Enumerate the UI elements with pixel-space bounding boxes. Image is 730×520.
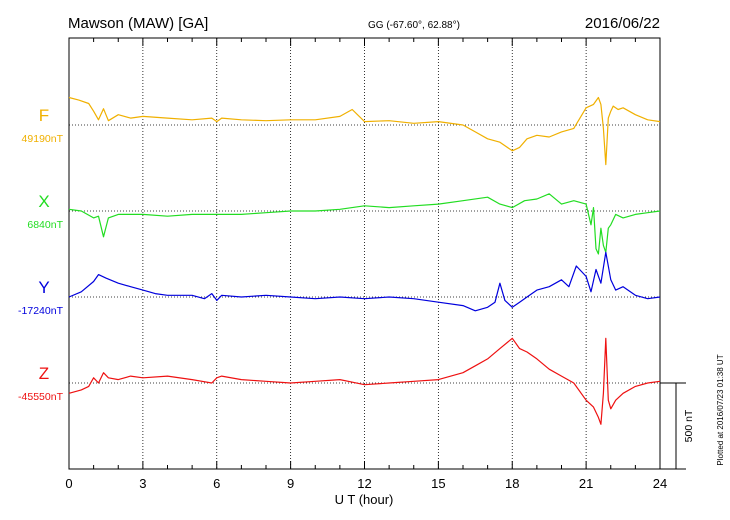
plotted-timestamp: Plotted at 2016/07/23 01:38 UT: [716, 354, 725, 465]
scale-bar: 500 nT: [660, 382, 695, 470]
scale-bar-label: 500 nT: [683, 409, 695, 442]
x-tick-label: 0: [65, 476, 72, 491]
x-axis-label: U T (hour): [335, 492, 394, 507]
series-line-x: [68, 193, 661, 255]
x-tick-label: 6: [213, 476, 220, 491]
series-name-x: X: [38, 192, 49, 211]
x-tick-label: 12: [357, 476, 371, 491]
series-reference-y: -17240nT: [18, 305, 64, 317]
station-title: Mawson (MAW) [GA]: [68, 15, 208, 32]
x-tick-label: 18: [505, 476, 519, 491]
x-tick-label: 9: [287, 476, 294, 491]
series-reference-z: -45550nT: [18, 391, 64, 403]
x-tick-label: 15: [431, 476, 445, 491]
series-line-f: [68, 96, 661, 166]
series-reference-f: 49190nT: [22, 133, 64, 145]
x-tick-label: 3: [139, 476, 146, 491]
date-label: 2016/06/22: [585, 15, 660, 32]
series-name-z: Z: [39, 364, 49, 383]
x-tick-label: 24: [653, 476, 667, 491]
series-reference-x: 6840nT: [27, 219, 63, 231]
x-tick-label: 21: [579, 476, 593, 491]
series-line-z: [68, 337, 661, 425]
series-name-y: Y: [38, 278, 49, 297]
station-coords: GG (-67.60°, 62.88°): [368, 20, 460, 31]
series-line-y: [68, 251, 661, 312]
series-name-f: F: [39, 106, 49, 125]
